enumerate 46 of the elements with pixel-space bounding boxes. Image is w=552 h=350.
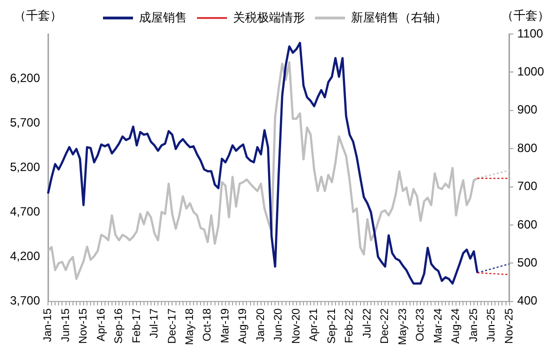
x-tick-label: Nov-25 <box>503 308 516 344</box>
y2-tick-label: 1000 <box>517 64 544 78</box>
x-tick-label: Jan-20 <box>254 308 267 342</box>
x-tick-label: Jan-25 <box>468 308 480 342</box>
x-tick-label: Mar-19 <box>219 308 232 344</box>
x-tick-label: Oct-23 <box>414 308 427 342</box>
legend-label: 新屋销售（右轴） <box>351 10 447 24</box>
x-tick-label: Mar-24 <box>432 308 444 344</box>
y2-tick-label: 1100 <box>517 26 544 40</box>
y2-tick-label: 500 <box>517 255 538 270</box>
y2-tick-label: 800 <box>517 140 538 155</box>
x-tick-label: Jul-22 <box>361 308 374 338</box>
y-tick-label: 5,700 <box>10 115 40 130</box>
x-tick-label: Dec-17 <box>166 308 178 344</box>
x-tick-label: Sep-21 <box>326 308 338 344</box>
legend-label: 成屋销售 <box>139 10 187 24</box>
x-tick-label: Aug-19 <box>237 308 250 344</box>
x-tick-label: Jul-17 <box>148 308 161 338</box>
y-tick-label: 4,700 <box>10 204 40 219</box>
x-tick-label: Apr-16 <box>95 308 108 342</box>
y-tick-label: 5,200 <box>10 160 40 174</box>
x-tick-label: Dec-22 <box>379 308 392 344</box>
legend-label: 关税极端情形 <box>233 10 305 24</box>
y2-axis-title: （千套） <box>501 8 550 22</box>
x-tick-label: Nov-20 <box>290 308 302 344</box>
x-tick-label: May-23 <box>396 308 409 346</box>
x-tick-label: Apr-21 <box>308 308 320 342</box>
x-tick-label: Jun-25 <box>486 308 498 342</box>
x-tick-label: Feb-22 <box>344 308 356 344</box>
x-tick-label: Nov-15 <box>78 308 90 344</box>
x-tick-label: Jun-15 <box>60 308 72 342</box>
y2-tick-label: 900 <box>517 102 538 117</box>
y2-tick-label: 700 <box>517 179 538 194</box>
y-tick-label: 6,200 <box>10 70 40 85</box>
y-tick-label: 3,700 <box>10 294 40 308</box>
x-tick-label: Feb-17 <box>130 308 143 344</box>
x-tick-label: Jun-20 <box>272 308 285 342</box>
y-tick-label: 4,200 <box>10 249 40 264</box>
y-axis-title: （千套） <box>14 8 62 22</box>
y2-tick-label: 600 <box>517 217 538 232</box>
x-tick-label: Oct-18 <box>202 308 214 342</box>
x-tick-label: May-18 <box>184 308 196 346</box>
y2-tick-label: 400 <box>517 294 538 308</box>
x-tick-label: Jan-15 <box>42 308 54 342</box>
x-tick-label: Sep-16 <box>113 308 126 344</box>
x-tick-label: Aug-24 <box>450 308 462 344</box>
